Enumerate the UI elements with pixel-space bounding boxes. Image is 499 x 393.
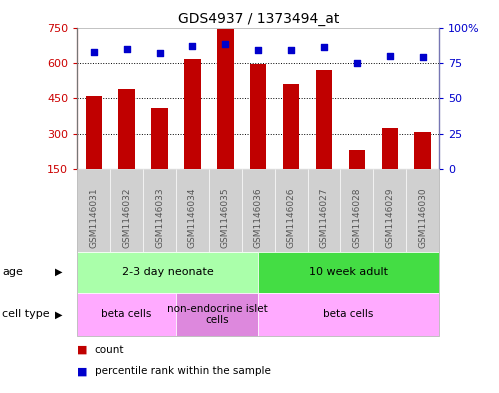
Bar: [316, 70, 332, 169]
Point: [287, 47, 295, 53]
Bar: [250, 64, 266, 169]
Text: non-endocrine islet
cells: non-endocrine islet cells: [167, 304, 267, 325]
Text: ■: ■: [77, 366, 88, 376]
Point: [386, 53, 394, 59]
Title: GDS4937 / 1373494_at: GDS4937 / 1373494_at: [178, 13, 339, 26]
Text: cell type: cell type: [2, 309, 50, 320]
Text: GSM1146026: GSM1146026: [286, 187, 295, 248]
Point: [353, 60, 361, 66]
Text: GSM1146030: GSM1146030: [418, 187, 427, 248]
Text: GSM1146036: GSM1146036: [253, 187, 263, 248]
Text: count: count: [95, 345, 124, 355]
Bar: [217, 29, 234, 169]
Point: [123, 46, 131, 52]
Text: GSM1146028: GSM1146028: [352, 187, 361, 248]
Bar: [382, 128, 398, 169]
Text: GSM1146033: GSM1146033: [155, 187, 164, 248]
Text: ■: ■: [77, 345, 88, 355]
Text: beta cells: beta cells: [323, 309, 374, 320]
Text: ▶: ▶: [55, 267, 62, 277]
Text: 10 week adult: 10 week adult: [309, 267, 388, 277]
Point: [189, 43, 197, 49]
Text: 2-3 day neonate: 2-3 day neonate: [122, 267, 214, 277]
Text: GSM1146032: GSM1146032: [122, 187, 131, 248]
Text: GSM1146031: GSM1146031: [89, 187, 98, 248]
Bar: [151, 108, 168, 169]
Point: [90, 48, 98, 55]
Point: [156, 50, 164, 56]
Bar: [118, 89, 135, 169]
Text: GSM1146035: GSM1146035: [221, 187, 230, 248]
Text: GSM1146034: GSM1146034: [188, 187, 197, 248]
Text: GSM1146029: GSM1146029: [385, 187, 394, 248]
Bar: [283, 84, 299, 169]
Point: [320, 44, 328, 50]
Bar: [415, 132, 431, 169]
Bar: [184, 59, 201, 169]
Bar: [349, 150, 365, 169]
Point: [222, 41, 230, 48]
Bar: [85, 96, 102, 169]
Text: GSM1146027: GSM1146027: [319, 187, 328, 248]
Point: [254, 47, 262, 53]
Text: age: age: [2, 267, 23, 277]
Text: ▶: ▶: [55, 309, 62, 320]
Text: percentile rank within the sample: percentile rank within the sample: [95, 366, 270, 376]
Point: [419, 54, 427, 61]
Text: beta cells: beta cells: [101, 309, 152, 320]
